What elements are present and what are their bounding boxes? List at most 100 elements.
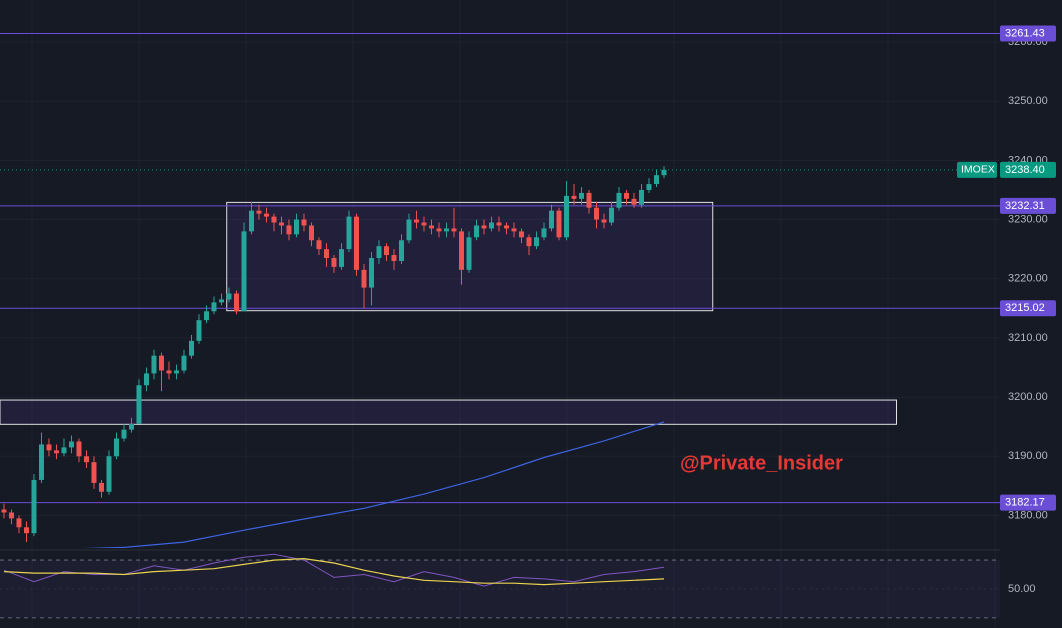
candle-body — [661, 169, 667, 176]
candle-body — [638, 189, 644, 205]
candle-body — [98, 482, 104, 492]
level-tag — [1000, 300, 1056, 317]
candle-body — [346, 216, 352, 250]
candle-body — [353, 216, 359, 270]
candle-body — [361, 269, 367, 288]
candle-body — [46, 444, 52, 451]
watermark: @Private_Insider — [680, 452, 843, 474]
symbol-tag — [957, 161, 997, 178]
candle-body — [436, 228, 442, 232]
level-tag — [1000, 197, 1056, 214]
candle-body — [158, 355, 164, 371]
candle-body — [263, 213, 269, 217]
candle-body — [1, 509, 7, 513]
candle-body — [473, 225, 479, 238]
candle-body — [301, 219, 307, 226]
candle-body — [466, 237, 472, 270]
candle-body — [293, 219, 299, 235]
price-pane — [0, 33, 1000, 548]
candle-body — [113, 438, 119, 457]
y-tick-label: 3190.00 — [1008, 450, 1048, 462]
candle-body — [413, 219, 419, 223]
rsi-tick-label: 50.00 — [1008, 583, 1036, 595]
candle-body — [248, 210, 254, 232]
candle-body — [526, 237, 532, 247]
candle-body — [578, 192, 584, 199]
candle-body — [331, 258, 337, 267]
candle-body — [91, 462, 97, 483]
candle-body — [68, 441, 74, 448]
candle-body — [76, 441, 82, 457]
candle-body — [571, 195, 577, 199]
candle-body — [511, 228, 517, 232]
candle-body — [83, 456, 89, 463]
candle-body — [308, 225, 314, 241]
candle-body — [53, 450, 59, 454]
candle-body — [173, 370, 179, 374]
candle-body — [623, 192, 629, 199]
range-box — [0, 399, 897, 425]
candle-body — [601, 219, 607, 223]
candle-body — [451, 228, 457, 232]
candle-body — [271, 216, 277, 223]
level-label: 3182.17 — [1005, 497, 1045, 509]
candle-body — [421, 222, 427, 226]
candle-body — [646, 184, 652, 190]
level-tag — [1000, 25, 1056, 42]
candle-body — [458, 231, 464, 270]
candle-body — [541, 228, 547, 238]
candle-body — [316, 240, 322, 250]
moving-average — [83, 421, 665, 548]
candle-body — [128, 423, 134, 430]
candle-body — [278, 222, 284, 226]
level-label: 3215.02 — [1005, 302, 1045, 314]
candle-body — [631, 198, 637, 205]
candle-body — [106, 456, 112, 492]
candle-body — [233, 293, 239, 312]
candle-body — [398, 240, 404, 261]
candle-body — [653, 175, 659, 185]
candle-body — [533, 237, 539, 247]
candle-body — [616, 192, 622, 208]
candle-body — [203, 311, 209, 321]
price-axis: 3180.00 3190.00 3200.00 3210.00 3220.00 3230.… — [957, 25, 1056, 595]
candle-body — [556, 210, 562, 238]
candle-body — [548, 210, 554, 229]
candle-body — [391, 255, 397, 261]
level-label: 3261.43 — [1005, 27, 1045, 39]
candle-body — [406, 219, 412, 241]
y-tick-label: 3180.00 — [1008, 509, 1048, 521]
symbol-label: IMOEX — [961, 164, 995, 176]
candle-body — [563, 195, 569, 238]
candle-body — [241, 231, 247, 312]
grid — [0, 0, 1000, 628]
candle-body — [608, 207, 614, 223]
candle-body — [188, 340, 194, 356]
candle-body — [196, 320, 202, 341]
y-tick-label: 3200.00 — [1008, 391, 1048, 403]
y-tick-label: 3220.00 — [1008, 273, 1048, 285]
candle-body — [16, 518, 22, 528]
candle-body — [23, 527, 29, 534]
candle-body — [8, 512, 14, 519]
candle-body — [518, 231, 524, 238]
candle-body — [218, 299, 224, 303]
candle-body — [593, 207, 599, 220]
y-tick-label: 3210.00 — [1008, 332, 1048, 344]
candle-body — [31, 479, 37, 534]
candle-body — [368, 258, 374, 288]
last-price-label: 3238.40 — [1005, 164, 1045, 176]
candle-body — [481, 225, 487, 229]
rsi-ma-line — [3, 557, 665, 586]
candle-body — [143, 373, 149, 386]
y-tick-label: 3250.00 — [1008, 95, 1048, 107]
candle-body — [338, 249, 344, 267]
last-price-tag — [1000, 161, 1056, 178]
y-tick-label: 3230.00 — [1008, 213, 1048, 225]
candle-body — [586, 192, 592, 208]
candle-body — [323, 249, 329, 259]
rsi-pane — [0, 553, 1000, 619]
candle-body — [166, 370, 172, 374]
candle-body — [61, 447, 67, 454]
